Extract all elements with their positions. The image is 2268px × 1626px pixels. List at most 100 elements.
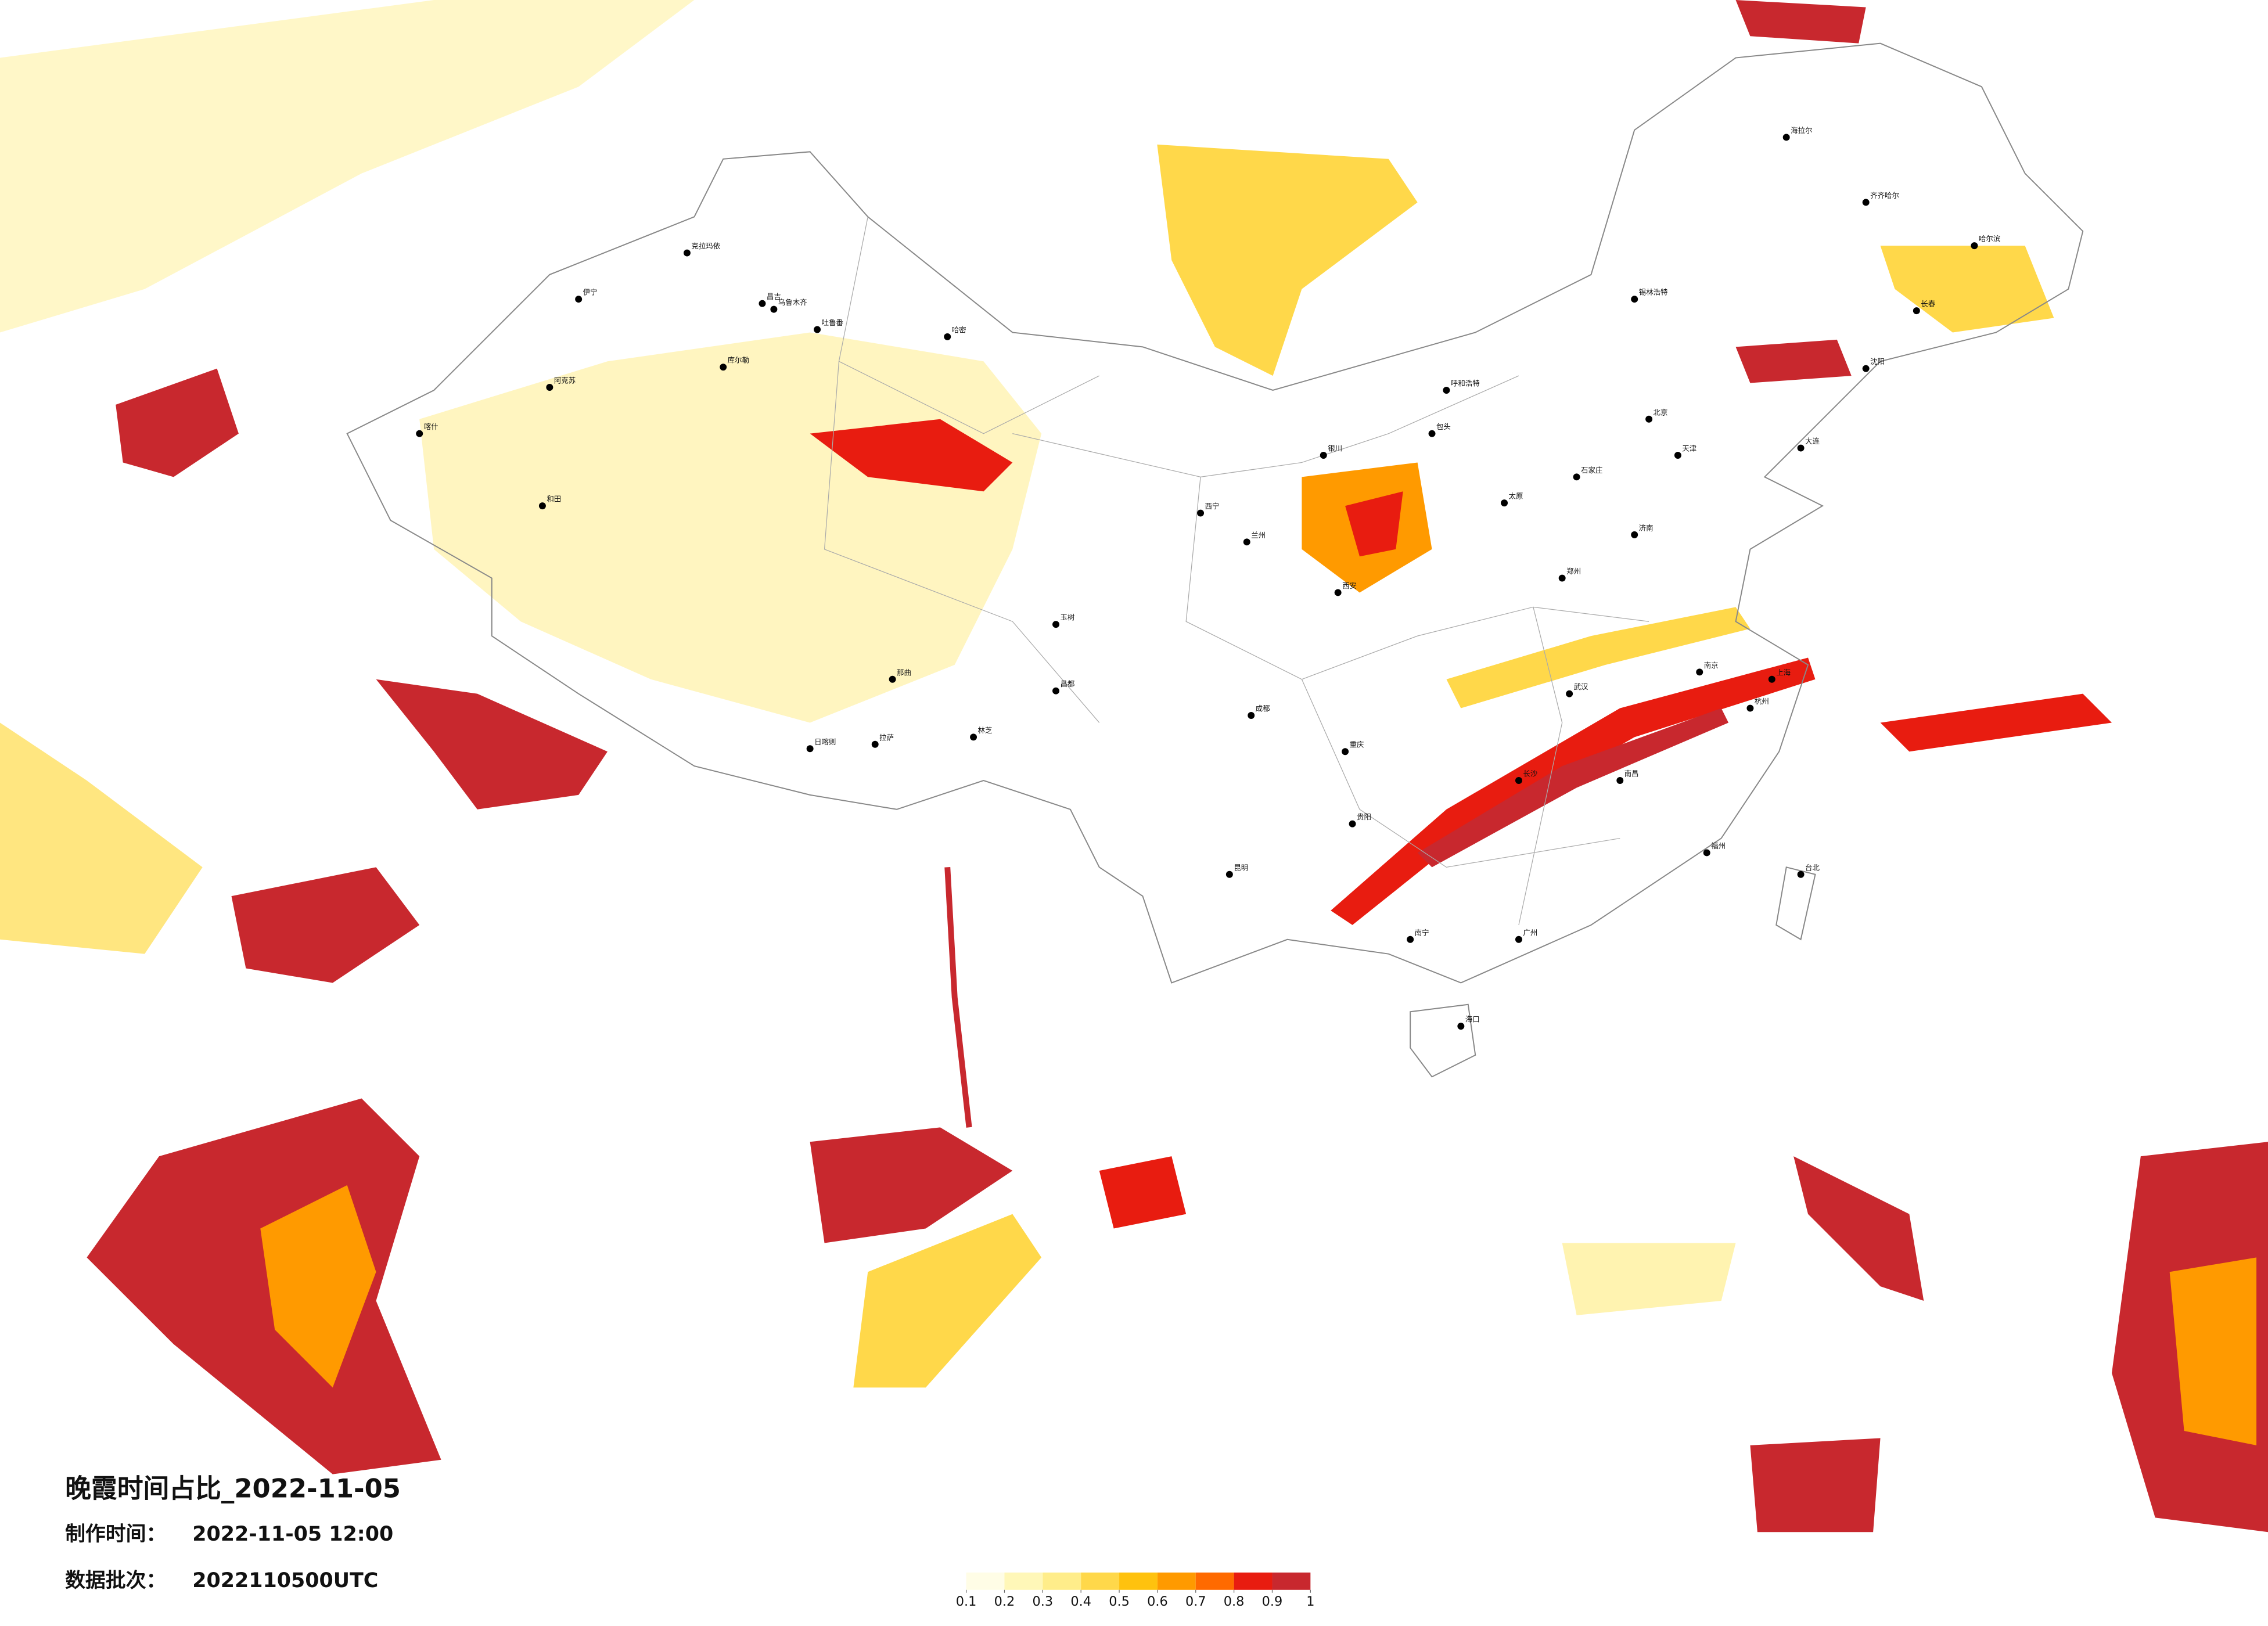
city-dot <box>1573 473 1580 481</box>
city-label: 阿克苏 <box>554 376 576 385</box>
city-label: 那曲 <box>897 668 911 677</box>
heat-patch <box>260 1185 376 1388</box>
city-label: 林芝 <box>978 726 993 735</box>
info-label: 制作时间： <box>65 1523 166 1546</box>
city-dot <box>546 384 553 391</box>
city-dot <box>1616 777 1624 784</box>
city-dot <box>1457 1023 1465 1030</box>
city-label: 包头 <box>1436 422 1451 431</box>
heat-patch <box>1750 1438 1881 1533</box>
city-label: 日喀则 <box>814 738 836 746</box>
city-dot <box>1558 574 1566 582</box>
info-value: 2022110500UTC <box>192 1569 378 1592</box>
city-dot <box>416 430 423 437</box>
city-label: 海拉尔 <box>1791 126 1812 135</box>
city-label: 贵阳 <box>1357 812 1371 821</box>
city-label: 成都 <box>1256 704 1270 713</box>
heat-patch <box>944 867 972 1128</box>
heat-patch <box>116 368 239 477</box>
heat-patch <box>1157 144 1418 376</box>
city-label: 伊宁 <box>583 288 598 297</box>
city-dot <box>1782 134 1790 141</box>
city-dot <box>1349 820 1356 828</box>
city-label: 克拉玛依 <box>691 242 720 250</box>
city-dot <box>1645 415 1653 423</box>
city-label: 昌都 <box>1060 679 1074 688</box>
city-dot <box>1696 668 1703 676</box>
city-dot <box>1320 452 1327 459</box>
city-label: 库尔勒 <box>728 356 749 365</box>
city-label: 乌鲁木齐 <box>778 298 807 307</box>
city-label: 齐齐哈尔 <box>1870 191 1899 200</box>
city-label: 锡林浩特 <box>1639 288 1668 297</box>
city-label: 玉树 <box>1060 613 1074 622</box>
legend-tick-label: 0.9 <box>1262 1594 1283 1609</box>
city-dot <box>1768 675 1775 683</box>
heat-patch <box>1099 1156 1187 1229</box>
info-label: 数据批次： <box>65 1569 166 1592</box>
city-dot <box>1746 704 1754 712</box>
heat-patch <box>231 867 420 983</box>
city-dot <box>1515 936 1522 943</box>
city-label: 重庆 <box>1350 740 1364 749</box>
legend-tick-label: 0.7 <box>1185 1594 1206 1609</box>
legend-tick-label: 0.1 <box>956 1594 977 1609</box>
legend-swatch <box>1234 1572 1273 1590</box>
heat-patch <box>1345 491 1403 557</box>
city-label: 长春 <box>1921 300 1935 308</box>
city-label: 哈尔滨 <box>1979 235 2000 243</box>
heat-patch <box>853 1214 1042 1388</box>
country-border <box>346 42 2084 984</box>
city-dot <box>1631 296 1638 303</box>
heat-patch <box>1735 0 1866 44</box>
city-dot <box>1566 690 1573 697</box>
city-label: 上海 <box>1776 668 1791 677</box>
city-label: 拉萨 <box>879 733 894 742</box>
city-dot <box>1797 444 1805 452</box>
heat-patch <box>1446 607 1751 708</box>
city-dot <box>889 675 896 683</box>
city-dot <box>1428 430 1436 437</box>
legend-swatch <box>1004 1572 1043 1590</box>
island-border <box>1775 866 1816 941</box>
boundaries <box>346 42 2084 1078</box>
city-dot <box>759 300 766 307</box>
city-label: 西宁 <box>1205 502 1220 510</box>
city-dot <box>1407 936 1414 943</box>
info-value: 2022-11-05 12:00 <box>192 1523 393 1546</box>
city-dot <box>1248 712 1255 719</box>
city-dot <box>683 249 691 257</box>
city-dot <box>1342 748 1349 756</box>
heat-patch <box>0 0 695 333</box>
city-label: 广州 <box>1523 928 1537 937</box>
city-dot <box>944 333 951 340</box>
legend-swatch <box>1081 1572 1120 1590</box>
city-label: 南宁 <box>1415 928 1429 937</box>
city-dot <box>1197 509 1205 517</box>
city-dot <box>970 733 977 741</box>
city-label: 石家庄 <box>1581 466 1602 474</box>
city-dot <box>1862 365 1870 372</box>
city-label: 郑州 <box>1566 567 1581 575</box>
city-dot <box>1674 452 1681 459</box>
legend: 0.1 0.2 0.3 0.4 0.5 0.6 0.7 0.8 0.9 1 <box>956 1572 1314 1609</box>
city-label: 大连 <box>1805 437 1820 445</box>
heat-patch <box>1793 1156 1924 1301</box>
city-label: 昆明 <box>1234 863 1248 872</box>
legend-tick-label: 0.3 <box>1033 1594 1054 1609</box>
heat-layer <box>0 0 2268 1533</box>
heat-patch <box>810 1127 1013 1243</box>
heat-patch <box>1417 708 1729 868</box>
city-label: 福州 <box>1711 841 1726 850</box>
city-dot <box>1052 621 1059 628</box>
city-label: 海口 <box>1465 1015 1480 1024</box>
city-dot <box>720 364 727 371</box>
map-title: 晚霞时间占比_2022-11-05 <box>65 1473 401 1504</box>
legend-swatch <box>1119 1572 1158 1590</box>
city-label: 喀什 <box>424 422 438 431</box>
city-dot <box>770 305 778 313</box>
legend-swatch <box>1272 1572 1311 1590</box>
heat-patch <box>810 419 1013 492</box>
city-label: 武汉 <box>1574 682 1588 691</box>
legend-tick-label: 1 <box>1306 1594 1314 1609</box>
